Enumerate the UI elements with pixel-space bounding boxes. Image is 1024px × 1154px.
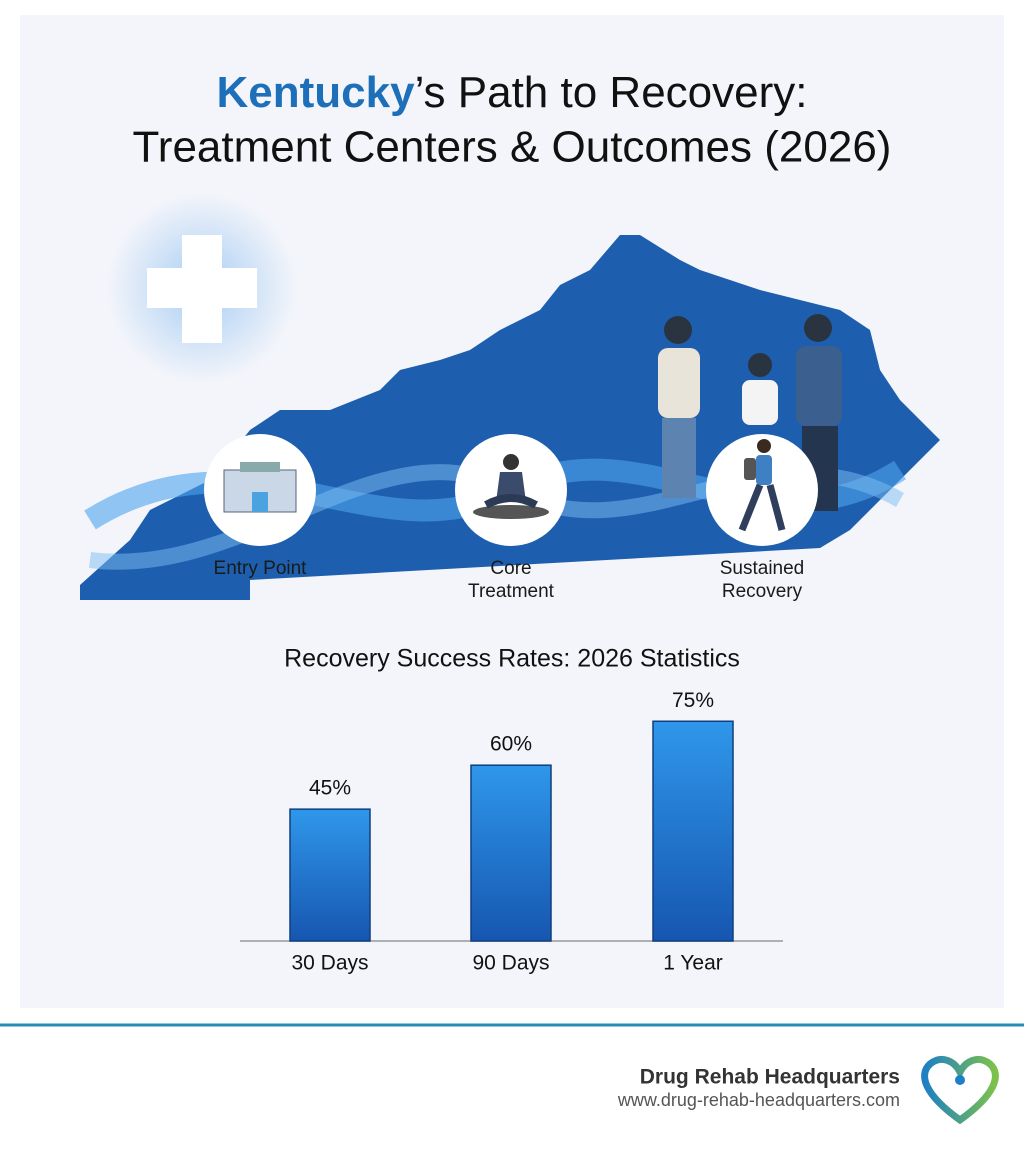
bar: [289, 808, 371, 942]
x-tick-label: 1 Year: [663, 952, 723, 975]
url: www.drug-rehab-headquarters.com: [617, 1090, 900, 1110]
stage-label: Entry Point: [213, 558, 307, 579]
value-label: 75%: [672, 689, 714, 712]
bar: [470, 764, 552, 942]
logo: [921, 1056, 999, 1125]
stage-label: Sustained Recovery: [719, 558, 805, 602]
brand: Drug Rehab Headquarters: [640, 1066, 900, 1089]
stage-icons: [204, 434, 818, 546]
logo-figure: [955, 1075, 965, 1085]
x-tick-label: 90 Days: [472, 952, 549, 975]
stage-label: Core Treatment: [468, 558, 554, 602]
bar-chart: 45% 30 Days 60% 90 Days 75% 1 Year: [289, 689, 734, 975]
value-label: 45%: [309, 777, 351, 800]
title: Kentucky’s Path to Recovery:: [216, 68, 807, 117]
plus-icon: [147, 235, 257, 343]
people: [658, 314, 842, 511]
chart-title: Recovery Success Rates: 2026 Statistics: [284, 645, 740, 673]
bar: [652, 720, 734, 942]
title-line: Treatment Centers & Outcomes (2026): [133, 123, 892, 172]
value-label: 60%: [490, 733, 532, 756]
x-tick-label: 30 Days: [291, 952, 368, 975]
